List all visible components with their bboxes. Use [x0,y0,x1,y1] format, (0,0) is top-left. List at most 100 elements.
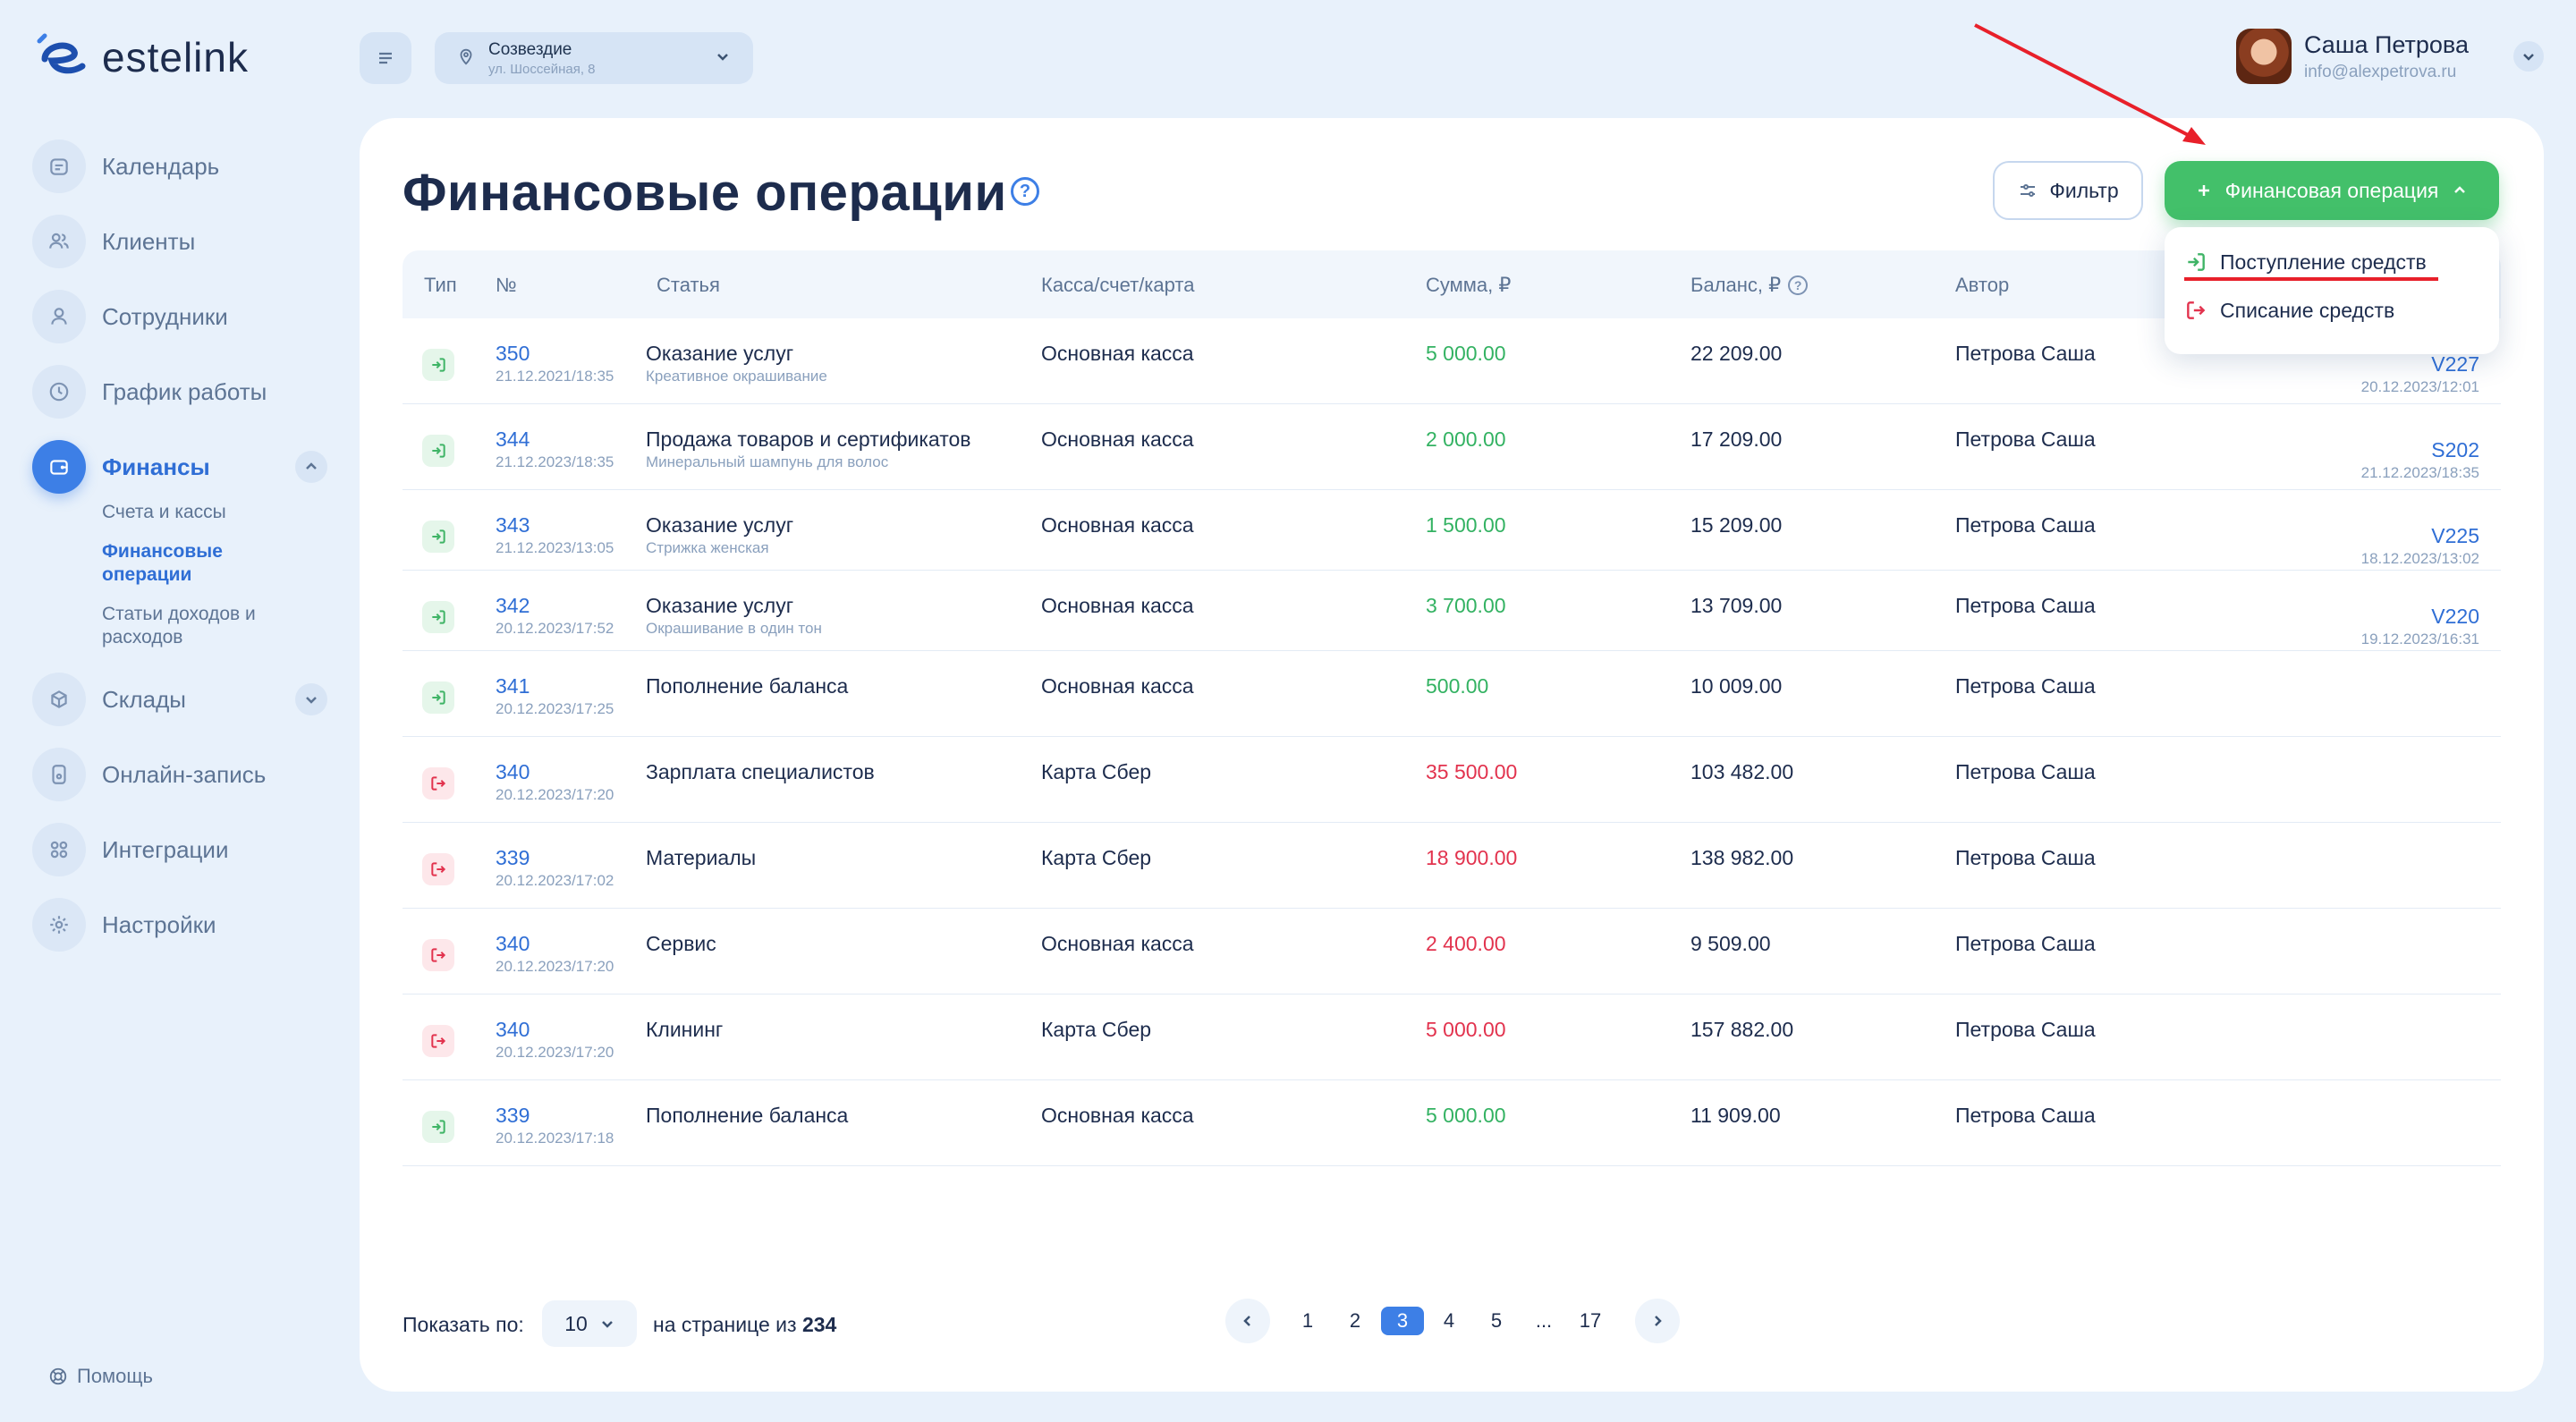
sidebar-item-online-booking[interactable]: Онлайн-запись [32,746,327,803]
page-button-17[interactable]: 17 [1579,1309,1602,1332]
question-icon[interactable]: ? [1011,177,1039,206]
menu-toggle-button[interactable] [360,32,411,84]
article-cell: Зарплата специалистов [646,760,875,786]
user-profile[interactable]: Саша Петрова info@alexpetrova.ru [2236,29,2469,84]
sign-in-icon [432,358,445,372]
dropdown-item-expense[interactable]: Списание средств [2165,286,2499,334]
operation-number-cell: 341 20.12.2023/17:25 [496,674,614,718]
table-row[interactable]: 339 20.12.2023/17:18 Пополнение баланса Осн… [402,1080,2501,1166]
operation-number[interactable]: 341 [496,674,530,698]
table-row[interactable]: 344 21.12.2023/18:35 Продажа товаров и сер… [402,404,2501,490]
operation-number[interactable]: 340 [496,932,530,955]
user-name: Саша Петрова [2304,30,2469,58]
sidebar-item-staff[interactable]: Сотрудники [32,288,327,345]
user-menu-chevron-icon[interactable] [2513,41,2544,72]
filter-label: Фильтр [2049,178,2119,202]
column-header-article[interactable]: Статья [657,274,720,296]
dropdown-item-income[interactable]: Поступление средств [2165,238,2499,286]
table-row[interactable]: 343 21.12.2023/13:05 Оказание услуг Стрижка… [402,490,2501,571]
operation-number[interactable]: 344 [496,427,530,451]
income-type-badge [422,349,454,381]
operation-number[interactable]: 350 [496,342,530,365]
article-name: Сервис [646,932,716,955]
balance-cell: 138 982.00 [1690,846,1794,869]
sidebar-item-warehouses[interactable]: Склады [32,671,327,728]
submenu-item-income-expense-items[interactable]: Статьи доходов и расходов [102,604,256,648]
logo[interactable]: estelink [32,32,249,82]
location-selector[interactable]: Созвездие ул. Шоссейная, 8 [435,32,753,84]
operation-number[interactable]: 339 [496,1104,530,1127]
page-button-5[interactable]: 5 [1490,1309,1503,1332]
author-cell: Петрова Саша [1955,427,2096,451]
column-header-number[interactable]: № [496,274,517,296]
account-cell: Основная касса [1041,513,1194,537]
sum-cell: 2 400.00 [1426,932,1506,955]
column-header-sum[interactable]: Сумма, ₽ [1426,274,1512,296]
operation-date: 20.12.2023/17:25 [496,700,614,717]
operation-number[interactable]: 340 [496,1018,530,1041]
next-page-button[interactable] [1635,1299,1680,1343]
avatar [2236,29,2292,84]
sidebar-item-calendar[interactable]: Календарь [32,138,327,195]
article-cell: Продажа товаров и сертификатов Минеральны… [646,427,971,471]
sidebar-item-finance[interactable]: Финансы [32,438,327,495]
sign-out-icon [431,948,446,962]
prev-page-button[interactable] [1225,1299,1270,1343]
page-button-2[interactable]: 2 [1349,1309,1361,1332]
warehouse-icon [32,673,86,726]
add-financial-operation-button[interactable]: Финансовая операция [2165,161,2499,220]
sidebar-item-settings[interactable]: Настройки [32,896,327,953]
article-cell: Клининг [646,1018,723,1044]
article-detail: Минеральный шампунь для волос [646,453,889,470]
column-header-account[interactable]: Касса/счет/карта [1041,274,1195,296]
account-cell: Основная касса [1041,594,1194,617]
page-button-1[interactable]: 1 [1301,1309,1314,1332]
question-icon[interactable]: ? [1788,275,1809,295]
table-row[interactable]: 340 20.12.2023/17:20 Зарплата специалистов… [402,737,2501,823]
operation-type-dropdown: Поступление средств Списание средств [2165,227,2499,354]
total-count: 234 [801,1313,837,1336]
filter-button[interactable]: Фильтр [1993,161,2143,220]
table-row[interactable]: 340 20.12.2023/17:20 Клининг Карта Сбер 5 00… [402,995,2501,1080]
chevron-up-icon[interactable] [295,451,327,483]
table-row[interactable]: 341 20.12.2023/17:25 Пополнение баланса Осн… [402,651,2501,737]
operation-number[interactable]: 339 [496,846,530,869]
expense-type-badge [422,853,454,885]
operation-number-cell: 350 21.12.2021/18:35 [496,342,614,385]
reference-number[interactable]: V227 [2431,352,2479,376]
table-row[interactable]: 350 21.12.2021/18:35 Оказание услуг Креатив… [402,318,2501,404]
expense-type-badge [422,1025,454,1057]
sidebar-item-clients[interactable]: Клиенты [32,213,327,270]
reference-number[interactable]: S202 [2431,438,2479,461]
sidebar-item-schedule[interactable]: График работы [32,363,327,420]
sum-cell: 5 000.00 [1426,342,1506,365]
table-row[interactable]: 342 20.12.2023/17:52 Оказание услуг Окрашив… [402,571,2501,651]
wallet-icon [32,440,86,494]
operation-number[interactable]: 340 [496,760,530,783]
page-button-4[interactable]: 4 [1443,1309,1455,1332]
column-header-type[interactable]: Тип [424,274,457,296]
logo-mark-icon [32,32,89,82]
sum-cell: 500.00 [1426,674,1489,698]
column-header-author[interactable]: Автор [1955,274,2010,296]
reference-number[interactable]: V220 [2431,605,2479,628]
help-link[interactable]: Помощь [48,1365,153,1388]
brand-name: estelink [102,34,249,80]
article-cell: Сервис [646,932,716,958]
chevron-down-icon[interactable] [295,683,327,715]
total-label-text: на странице из [653,1313,797,1336]
operation-number[interactable]: 342 [496,594,530,617]
submenu-item-fin-operations[interactable]: Финансовые операции [102,541,223,585]
page-button-3[interactable]: 3 [1381,1307,1424,1335]
main-card: Финансовые операции ? Фильтр Финансовая … [360,118,2544,1392]
table-row[interactable]: 340 20.12.2023/17:20 Сервис Основная касса 2… [402,909,2501,995]
table-row[interactable]: 339 20.12.2023/17:02 Материалы Карта Сбер 18… [402,823,2501,909]
per-page-select[interactable]: 10 [542,1300,637,1347]
operation-number[interactable]: 343 [496,513,530,537]
plus-icon [2198,185,2209,196]
operation-number-cell: 342 20.12.2023/17:52 [496,594,614,638]
column-header-balance[interactable]: Баланс, ₽ ? [1690,274,1809,297]
reference-number[interactable]: V225 [2431,524,2479,547]
submenu-item-accounts[interactable]: Счета и кассы [102,502,226,522]
sidebar-item-integrations[interactable]: Интеграции [32,821,327,878]
